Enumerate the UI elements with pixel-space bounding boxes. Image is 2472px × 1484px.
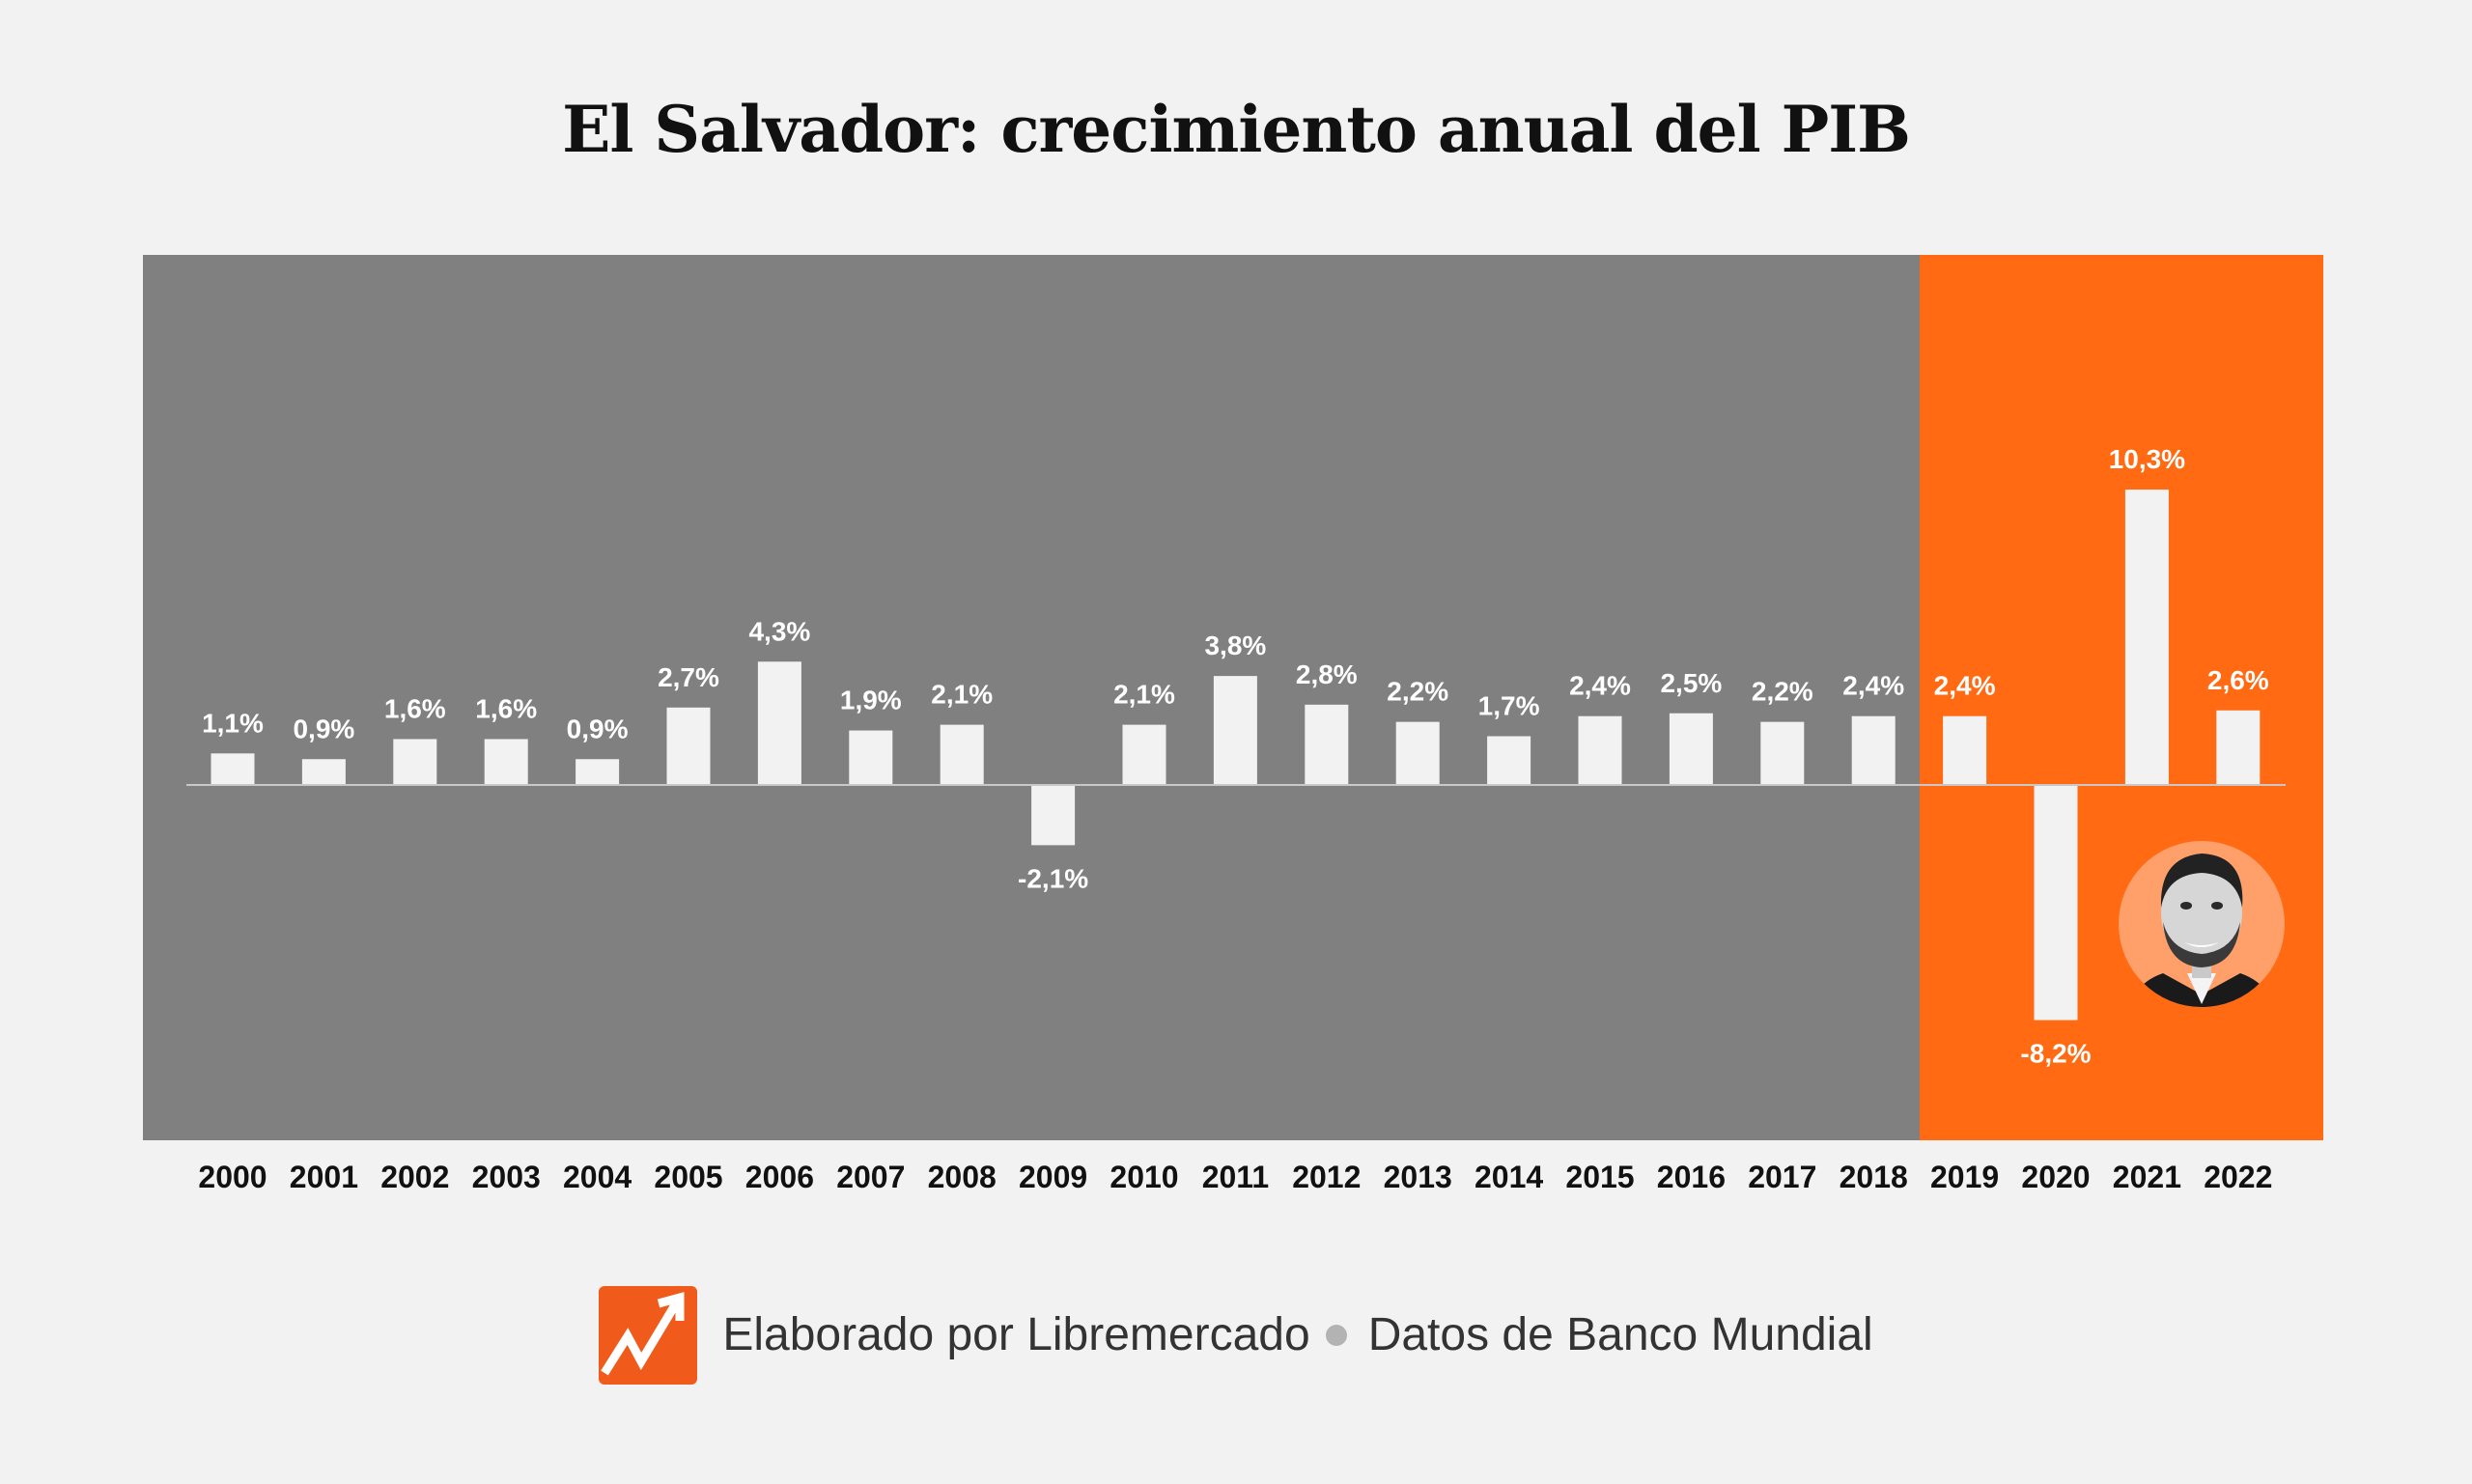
footer: Elaborado por Libremercado Datos de Banc… — [0, 1284, 2472, 1386]
tick-label-2001: 2001 — [290, 1160, 358, 1194]
credit-text: Elaborado por Libremercado — [722, 1309, 1310, 1360]
value-label-2016: 2,5% — [1660, 668, 1722, 698]
bar-2006 — [757, 661, 801, 785]
value-label-2007: 1,9% — [840, 686, 902, 715]
tick-label-2003: 2003 — [472, 1160, 541, 1194]
tick-label-2000: 2000 — [198, 1160, 267, 1194]
value-label-2022: 2,6% — [2207, 665, 2269, 695]
bar-2019 — [1943, 715, 1987, 785]
tick-label-2002: 2002 — [380, 1160, 449, 1194]
value-label-2014: 1,7% — [1478, 691, 1540, 721]
highlight-period-background — [1920, 255, 2323, 1140]
x-axis-tick-labels: 2000 2001 2002 2003 2004 2005 2006 2007 2008 2009… — [198, 1160, 2272, 1194]
tick-label-2015: 2015 — [1565, 1160, 1634, 1194]
value-label-2002: 1,6% — [384, 693, 446, 723]
tick-label-2005: 2005 — [654, 1160, 722, 1194]
value-label-2013: 2,2% — [1387, 677, 1448, 707]
bar-2017 — [1760, 721, 1805, 785]
tick-label-2019: 2019 — [1930, 1160, 1999, 1194]
tick-label-2018: 2018 — [1840, 1160, 1908, 1194]
chart-title: El Salvador: crecimiento anual del PIB — [562, 92, 1911, 167]
value-label-2006: 4,3% — [748, 616, 810, 646]
bar-2010 — [1122, 724, 1166, 785]
value-label-2018: 2,4% — [1842, 671, 1904, 701]
value-label-2010: 2,1% — [1113, 680, 1175, 710]
gdp-bar-chart: 1,1% 0,9% 1,6% 1,6% 0,9% 2,7% 4,3% 1,9% 2,1% -2,1… — [143, 255, 2323, 1194]
bar-2020 — [2034, 785, 2078, 1021]
value-labels-group: 1,1% 0,9% 1,6% 1,6% 0,9% 2,7% 4,3% 1,9% 2,1% -2,1… — [202, 444, 2269, 1068]
libremercado-logo-icon — [599, 1285, 698, 1385]
tick-label-2021: 2021 — [2113, 1160, 2181, 1194]
value-label-2017: 2,2% — [1752, 677, 1813, 707]
tick-label-2014: 2014 — [1475, 1160, 1543, 1194]
separator-dot — [1325, 1324, 1347, 1346]
tick-label-2006: 2006 — [745, 1160, 814, 1194]
bars-group — [211, 490, 2261, 1021]
value-label-2020: -8,2% — [2020, 1039, 2091, 1069]
tick-label-2013: 2013 — [1384, 1160, 1452, 1194]
plot-background — [143, 255, 1920, 1140]
bar-2000 — [211, 753, 255, 785]
bar-2003 — [484, 739, 528, 785]
bar-2002 — [393, 739, 437, 785]
source-text: Datos de Banco Mundial — [1367, 1309, 1873, 1360]
value-label-2005: 2,7% — [658, 662, 719, 692]
bar-2012 — [1305, 704, 1349, 785]
tick-label-2020: 2020 — [2021, 1160, 2090, 1194]
value-label-2003: 1,6% — [475, 693, 537, 723]
bar-2014 — [1487, 736, 1531, 785]
value-label-2015: 2,4% — [1569, 671, 1631, 701]
value-label-2001: 0,9% — [293, 714, 354, 743]
bar-2021 — [2124, 490, 2169, 785]
tick-label-2007: 2007 — [836, 1160, 905, 1194]
bar-2016 — [1669, 713, 1713, 785]
tick-label-2008: 2008 — [928, 1160, 997, 1194]
bar-2015 — [1578, 715, 1622, 785]
value-label-2012: 2,8% — [1296, 659, 1358, 689]
value-label-2000: 1,1% — [202, 708, 264, 738]
value-label-2009: -2,1% — [1018, 863, 1088, 893]
bar-2004 — [576, 759, 620, 785]
tick-label-2022: 2022 — [2204, 1160, 2272, 1194]
value-label-2008: 2,1% — [931, 680, 993, 710]
tick-label-2011: 2011 — [1202, 1160, 1269, 1194]
bar-2001 — [301, 759, 346, 785]
bar-2008 — [940, 724, 984, 785]
tick-label-2009: 2009 — [1019, 1160, 1087, 1194]
tick-label-2004: 2004 — [563, 1160, 632, 1194]
portrait-avatar — [2119, 841, 2285, 1007]
value-label-2019: 2,4% — [1934, 671, 1996, 701]
value-label-2011: 3,8% — [1204, 630, 1266, 660]
bar-2018 — [1851, 715, 1896, 785]
bar-2007 — [849, 730, 893, 785]
bar-2013 — [1395, 721, 1440, 785]
bar-2009 — [1031, 785, 1076, 846]
bar-2005 — [666, 707, 711, 785]
bar-2011 — [1213, 676, 1257, 785]
tick-label-2016: 2016 — [1657, 1160, 1726, 1194]
bar-2022 — [2216, 710, 2261, 785]
tick-label-2010: 2010 — [1110, 1160, 1178, 1194]
value-label-2004: 0,9% — [567, 714, 629, 743]
tick-label-2012: 2012 — [1292, 1160, 1361, 1194]
value-label-2021: 10,3% — [2109, 444, 2185, 474]
tick-label-2017: 2017 — [1748, 1160, 1816, 1194]
